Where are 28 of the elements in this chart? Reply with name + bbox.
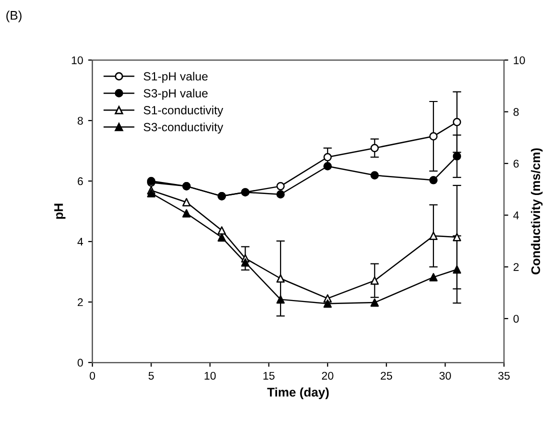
x-tick-label: 30 bbox=[439, 372, 451, 380]
y-tick-label: 0 bbox=[78, 358, 83, 367]
y-tick-label: 8 bbox=[78, 116, 83, 125]
chart-title: (B) bbox=[6, 10, 22, 22]
y-tick-label: 6 bbox=[78, 177, 83, 186]
x-tick-label: 35 bbox=[498, 372, 510, 380]
x-tick-label: 15 bbox=[263, 372, 275, 380]
legend-label: S3-pH value bbox=[144, 88, 208, 100]
x-tick-label: 10 bbox=[204, 372, 216, 380]
legend-label: S1-conductivity bbox=[144, 106, 224, 117]
y2-tick-label: 0 bbox=[513, 314, 519, 323]
y2-tick-label: 8 bbox=[514, 108, 519, 116]
y-tick-label: 4 bbox=[77, 238, 84, 246]
x-tick-label: 0 bbox=[90, 372, 96, 380]
y2-tick-label: 2 bbox=[514, 263, 519, 271]
y-tick-label: 2 bbox=[78, 298, 83, 306]
x-axis-title: Time (day) bbox=[267, 387, 329, 400]
legend-label: S3-conductivity bbox=[144, 122, 224, 134]
y2-axis-title: Conductivity (ms/cm) bbox=[530, 148, 543, 274]
y2-tick-label: 6 bbox=[514, 160, 519, 168]
x-tick-label: 25 bbox=[380, 372, 392, 380]
x-tick-label: 5 bbox=[148, 372, 154, 380]
y-axis-title: pH bbox=[54, 204, 66, 219]
legend-label: S1-pH value bbox=[144, 72, 208, 83]
y2-tick-label: 4 bbox=[513, 212, 519, 220]
y2-tick-label: 10 bbox=[514, 56, 525, 64]
y-tick-label: 10 bbox=[72, 56, 83, 64]
x-tick-label: 20 bbox=[322, 372, 334, 380]
